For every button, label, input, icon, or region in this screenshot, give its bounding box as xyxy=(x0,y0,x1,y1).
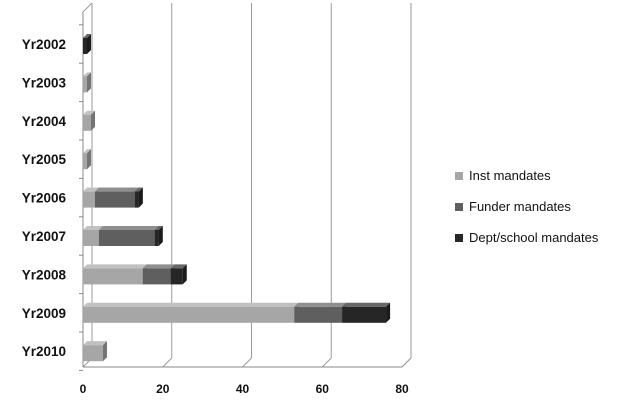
floor-right-edge xyxy=(401,357,412,368)
bars xyxy=(83,33,391,362)
bar-Yr2007-2 xyxy=(154,225,163,246)
bar-Yr2010-0 xyxy=(83,341,107,362)
bar-top xyxy=(154,225,163,230)
bar-top xyxy=(294,302,347,307)
bar-front xyxy=(83,306,295,323)
bar-front xyxy=(83,230,99,246)
bar-front xyxy=(83,345,103,362)
bar-front xyxy=(342,306,387,323)
bar-Yr2009-2 xyxy=(342,302,391,323)
bar-side xyxy=(90,110,96,131)
bar-top xyxy=(83,341,107,346)
bar-front xyxy=(142,268,171,285)
bar-top xyxy=(83,110,96,115)
bar-Yr2006-1 xyxy=(94,187,139,208)
legend-swatch-1 xyxy=(455,203,463,211)
bar-side xyxy=(182,264,187,285)
floor-gridline-2 xyxy=(242,357,252,368)
bar-Yr2005-0 xyxy=(83,149,92,170)
bar-front xyxy=(170,268,183,285)
x-tick-label-1: 20 xyxy=(156,382,170,396)
bar-side xyxy=(86,72,92,93)
bar-Yr2002-2 xyxy=(83,33,92,54)
bar-Yr2009-0 xyxy=(83,302,299,323)
bar-front xyxy=(134,191,139,208)
bar-Yr2009-1 xyxy=(294,302,347,323)
side-wall-top-edge xyxy=(82,2,93,13)
bar-Yr2007-1 xyxy=(98,225,159,246)
bar-top xyxy=(342,302,391,307)
bar-top xyxy=(83,149,92,154)
bar-top xyxy=(134,187,143,192)
bar-Yr2003-0 xyxy=(83,72,92,93)
bar-front xyxy=(154,230,159,246)
floor-gridline-3 xyxy=(321,357,332,368)
bar-Yr2004-0 xyxy=(83,110,96,131)
x-tick-label-4: 80 xyxy=(395,382,409,396)
bar-front xyxy=(83,76,87,93)
category-label-Yr2006: Yr2006 xyxy=(22,191,67,206)
bar-side xyxy=(86,149,92,170)
floor-gridline-1 xyxy=(162,357,173,368)
legend-label-0: Inst mandates xyxy=(469,168,551,183)
legend-label-1: Funder mandates xyxy=(469,199,571,214)
bar-Yr2008-1 xyxy=(142,264,175,285)
bar-front xyxy=(83,114,91,131)
bar-side xyxy=(102,341,107,362)
bar-Yr2008-0 xyxy=(83,264,147,285)
bar-front xyxy=(83,191,95,208)
category-labels: Yr2002 Yr2003 Yr2004 Yr2005 Yr2006 Yr2007 Yr20… xyxy=(22,37,67,359)
category-label-Yr2002: Yr2002 xyxy=(22,37,66,52)
bar-top xyxy=(142,264,175,269)
bar-front xyxy=(83,268,143,285)
bar-top xyxy=(170,264,187,269)
category-label-Yr2007: Yr2007 xyxy=(22,229,66,244)
bar-top xyxy=(83,264,147,269)
bar-top xyxy=(83,187,100,192)
bar-front xyxy=(83,153,87,170)
category-label-Yr2010: Yr2010 xyxy=(22,344,66,359)
legend-label-2: Dept/school mandates xyxy=(469,230,599,245)
category-label-Yr2004: Yr2004 xyxy=(22,114,67,129)
x-tick-labels: 0 20 40 60 80 xyxy=(80,382,409,396)
legend-swatch-2 xyxy=(455,234,463,242)
bar-top xyxy=(83,302,299,307)
legend-swatch-0 xyxy=(455,172,463,180)
x-tick-label-2: 40 xyxy=(236,382,250,396)
bar-Yr2008-2 xyxy=(170,264,187,285)
bar-front xyxy=(94,191,135,208)
bar-side xyxy=(158,225,163,246)
bar-top xyxy=(98,225,159,230)
bar-top xyxy=(83,225,103,230)
bar-side xyxy=(86,33,92,54)
gridlines xyxy=(82,3,412,368)
bar-front xyxy=(294,306,343,323)
category-label-Yr2005: Yr2005 xyxy=(22,152,67,167)
bar-side xyxy=(138,187,143,208)
bar-top xyxy=(83,33,92,38)
x-tick-label-0: 0 xyxy=(80,382,87,396)
bar-side xyxy=(386,302,391,323)
bar-front xyxy=(83,38,87,54)
category-label-Yr2008: Yr2008 xyxy=(22,267,67,282)
x-tick-label-3: 60 xyxy=(316,382,330,396)
bar-top xyxy=(94,187,139,192)
bar-top xyxy=(83,72,92,77)
bar-front xyxy=(98,230,155,246)
category-label-Yr2003: Yr2003 xyxy=(22,75,67,90)
bar-Yr2006-2 xyxy=(134,187,143,208)
legend: Inst mandates Funder mandates Dept/school … xyxy=(455,168,599,245)
category-label-Yr2009: Yr2009 xyxy=(22,306,66,321)
